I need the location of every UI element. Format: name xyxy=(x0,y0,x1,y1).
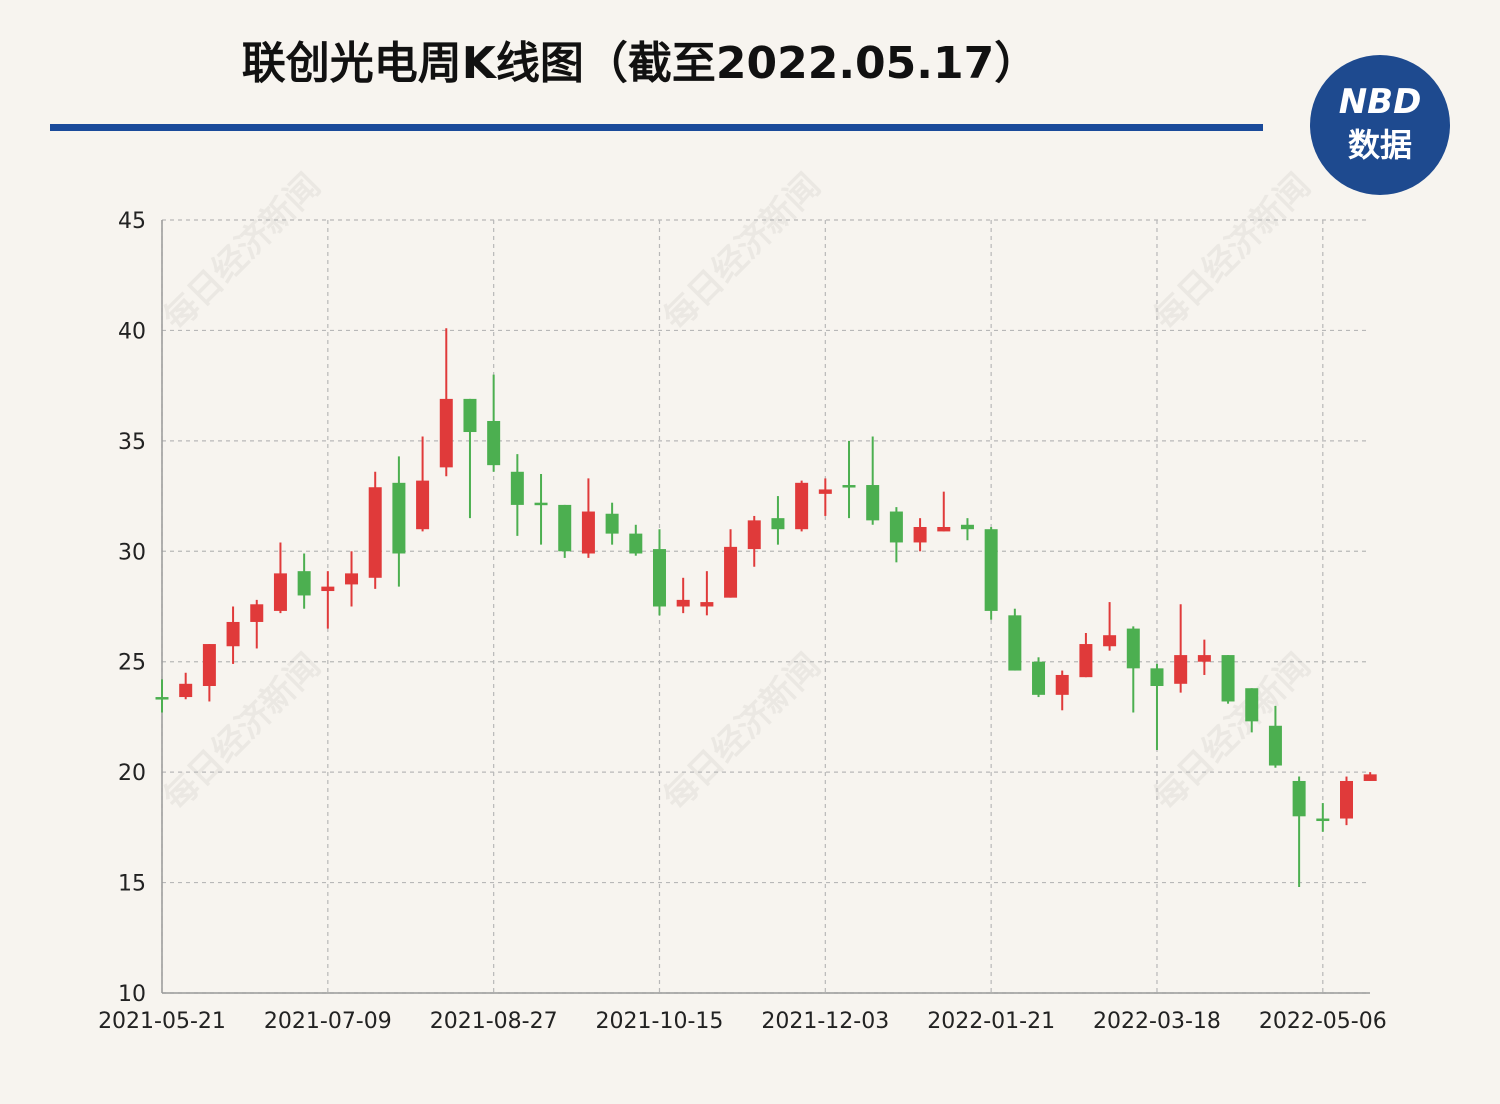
watermark: 每日经济新闻 xyxy=(1146,166,1319,339)
candle-body xyxy=(155,697,169,700)
y-tick-label: 10 xyxy=(118,982,146,1007)
candle-body xyxy=(250,604,264,622)
candle-body xyxy=(747,520,761,550)
y-tick-label: 15 xyxy=(118,872,146,897)
candle-body xyxy=(1079,644,1093,678)
watermark: 每日经济新闻 xyxy=(156,166,329,339)
watermark: 每日经济新闻 xyxy=(656,646,829,819)
candle-body xyxy=(771,518,785,530)
candle-body xyxy=(1103,635,1117,647)
candle-body xyxy=(558,504,572,552)
candle-body xyxy=(179,683,193,698)
x-tick-label: 2022-01-21 xyxy=(927,1009,1055,1034)
candle-body xyxy=(439,398,453,468)
x-tick-label: 2021-08-27 xyxy=(430,1009,558,1034)
watermark: 每日经济新闻 xyxy=(656,166,829,339)
y-tick-label: 40 xyxy=(118,319,146,344)
y-tick-label: 30 xyxy=(118,540,146,565)
x-tick-label: 2021-10-15 xyxy=(596,1009,724,1034)
candle-body xyxy=(1174,655,1188,684)
candle-body xyxy=(392,482,406,554)
candle-body xyxy=(321,586,335,592)
candle-body xyxy=(273,573,287,611)
candle-body xyxy=(960,524,974,530)
candle-body xyxy=(297,571,311,596)
candle-body xyxy=(1292,780,1306,817)
logo-text: NBD xyxy=(1339,82,1422,122)
candle-body xyxy=(937,526,951,532)
candle-body xyxy=(1363,774,1377,781)
y-tick-label: 45 xyxy=(118,209,146,234)
candle-body xyxy=(226,621,240,647)
candle-body xyxy=(1032,661,1046,695)
candle-body xyxy=(368,487,382,578)
candle-body xyxy=(818,489,832,494)
candle-body xyxy=(1245,688,1259,722)
y-tick-label: 20 xyxy=(118,761,146,786)
candle-body xyxy=(1316,818,1330,822)
candle-body xyxy=(487,420,501,466)
candle-body xyxy=(629,533,643,554)
candle-body xyxy=(534,502,548,506)
candle-body xyxy=(581,511,595,554)
x-tick-label: 2022-05-06 xyxy=(1259,1009,1387,1034)
candle-body xyxy=(676,599,690,607)
y-tick-label: 35 xyxy=(118,430,146,455)
candle-body xyxy=(889,511,903,543)
candle-body xyxy=(1126,628,1140,669)
x-tick-label: 2021-07-09 xyxy=(264,1009,392,1034)
candle-body xyxy=(913,526,927,543)
candle-body xyxy=(700,602,714,607)
candle-body xyxy=(345,573,359,585)
candle-body xyxy=(1150,668,1164,687)
candle-body xyxy=(463,398,477,433)
y-tick-label: 25 xyxy=(118,651,146,676)
candle-body xyxy=(866,485,880,521)
candle-body xyxy=(842,485,856,488)
candle-body xyxy=(795,482,809,530)
candle-body xyxy=(1055,674,1069,695)
x-tick-label: 2021-05-21 xyxy=(98,1009,226,1034)
candle-body xyxy=(510,471,524,505)
chart-title: 联创光电周K线图（截至2022.05.17） xyxy=(242,38,1038,89)
candle-body xyxy=(1340,780,1353,819)
x-tick-label: 2022-03-18 xyxy=(1093,1009,1221,1034)
candle-body xyxy=(416,480,430,530)
candle-body xyxy=(605,513,619,534)
candle-body xyxy=(1221,655,1235,702)
logo-badge xyxy=(1310,55,1450,195)
x-tick-label: 2021-12-03 xyxy=(761,1009,889,1034)
watermark: 每日经济新闻 xyxy=(156,646,329,819)
title-rule xyxy=(50,124,1263,131)
candle-body xyxy=(1268,725,1282,766)
logo-text: 数据 xyxy=(1348,126,1412,164)
candle-body xyxy=(984,529,998,611)
candle-body xyxy=(1197,655,1211,662)
candle-body xyxy=(202,644,216,687)
candle-body xyxy=(652,549,666,607)
candle-body xyxy=(1008,615,1022,671)
candle-body xyxy=(724,546,738,598)
